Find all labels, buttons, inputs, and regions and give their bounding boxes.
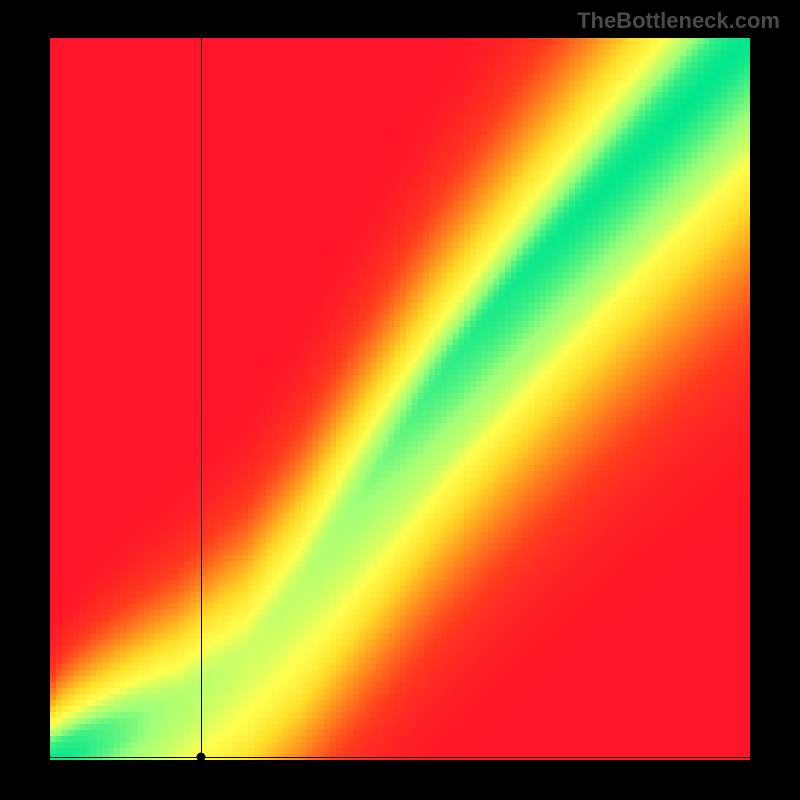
crosshair-horizontal	[50, 757, 750, 758]
watermark-text: TheBottleneck.com	[577, 8, 780, 34]
crosshair-vertical	[201, 38, 202, 760]
crosshair-marker	[196, 753, 205, 762]
heatmap-canvas	[50, 38, 750, 760]
heatmap-plot	[50, 38, 750, 760]
